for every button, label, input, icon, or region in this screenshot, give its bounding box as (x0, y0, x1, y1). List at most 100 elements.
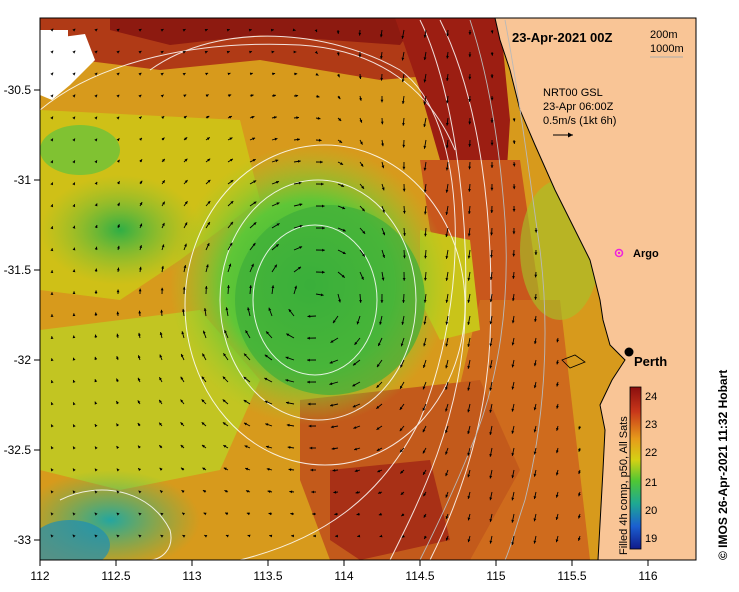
current-vector-head (490, 165, 494, 168)
current-vector-head (117, 202, 120, 206)
current-vector-head (489, 409, 493, 413)
current-vector-head (329, 382, 333, 386)
current-vector-head (117, 181, 120, 185)
colorbar-tick: 19 (645, 533, 657, 545)
current-vector-head (533, 451, 537, 455)
current-vector-head (490, 97, 494, 101)
current-vector-head (50, 28, 54, 32)
current-vector-head (72, 28, 76, 32)
current-vector-head (159, 422, 162, 426)
current-vector-head (275, 159, 279, 163)
current-vector-head (72, 269, 76, 273)
current-vector-head (330, 403, 333, 407)
current-vector-head (183, 116, 187, 119)
current-vector-head (316, 94, 320, 98)
current-vector-head (358, 32, 362, 36)
current-vector-head (183, 265, 187, 268)
x-tick-label: 115 (486, 569, 505, 583)
current-vector-head (50, 204, 54, 208)
current-vector-head (50, 160, 53, 164)
current-vector-head (556, 361, 559, 365)
current-vector-head (578, 515, 581, 519)
current-vector-head (378, 512, 382, 516)
current-vector-head (322, 270, 325, 274)
x-tick-label: 113.5 (253, 569, 282, 583)
current-vector-head (381, 187, 385, 191)
current-vector-head (445, 234, 449, 237)
current-vector-head (377, 364, 380, 368)
current-vector-head (511, 408, 515, 412)
current-vector-head (512, 298, 515, 301)
current-vector-head (204, 535, 208, 538)
current-vector-head (94, 379, 98, 383)
current-vector-head (512, 231, 516, 235)
current-vector-head (182, 512, 185, 516)
current-vector-head (246, 512, 250, 516)
current-vector-head (249, 72, 253, 76)
current-vector-head (423, 493, 426, 497)
current-vector-head (400, 364, 403, 368)
land-mass (495, 18, 696, 560)
current-vector-head (72, 138, 75, 142)
current-vector-head (338, 118, 342, 121)
current-vector-head (138, 332, 141, 336)
current-vector-head (377, 469, 381, 473)
current-vector-head (356, 512, 360, 516)
current-vector-head (94, 203, 98, 207)
current-vector-head (354, 469, 358, 473)
current-vector-head (340, 162, 344, 165)
current-vector-head (400, 492, 404, 495)
current-vector-head (361, 276, 364, 280)
current-vector-head (332, 469, 336, 472)
current-vector-head (94, 512, 98, 516)
current-vector-head (423, 514, 427, 518)
current-vector-head (243, 376, 247, 380)
current-vector-head (184, 180, 188, 183)
current-vector-head (180, 376, 184, 380)
current-vector-head (467, 539, 471, 543)
current-vector-head (322, 226, 325, 230)
current-vector-head (288, 309, 292, 313)
current-vector-head (381, 165, 385, 169)
current-vector-head (230, 201, 234, 204)
current-vector-head (555, 494, 559, 498)
current-vector-head (314, 29, 318, 33)
current-vector-head (578, 493, 581, 497)
current-vector-head (225, 512, 229, 516)
colorbar-tick: 22 (645, 447, 657, 459)
plot-frame (39, 17, 697, 561)
current-vector-head (378, 491, 381, 494)
current-vector-head (116, 512, 120, 516)
current-vector-head (376, 384, 380, 388)
current-vector-head (489, 519, 493, 522)
current-vector-head (139, 202, 143, 206)
current-vector-head (359, 97, 362, 101)
current-vector-head (307, 380, 310, 384)
current-vector-head (138, 94, 142, 98)
current-vector-head (511, 475, 515, 479)
current-vector-head (578, 471, 581, 474)
current-vector-head (381, 143, 384, 147)
current-vector-head (72, 534, 76, 538)
current-vector-head (204, 286, 208, 289)
current-vector-head (424, 277, 427, 281)
current-vector-head (139, 137, 142, 141)
current-vector-head (182, 73, 186, 76)
current-vector-head (138, 116, 142, 120)
current-vector-head (533, 341, 537, 344)
current-vector-head (298, 266, 301, 270)
current-vector-head (423, 299, 427, 303)
current-vector-head (230, 180, 234, 183)
current-vector-head (336, 52, 340, 56)
current-vector-head (342, 206, 346, 210)
current-vector-head (286, 333, 290, 337)
current-vector-head (400, 449, 403, 453)
current-vector-head (379, 534, 383, 538)
current-vector-head (160, 513, 164, 516)
current-vector-head (401, 513, 405, 517)
current-vector-head (335, 534, 338, 538)
current-vector-head (203, 330, 206, 334)
current-vector-head (244, 445, 248, 448)
current-vector-head (467, 517, 471, 521)
current-vector-head (489, 277, 493, 280)
